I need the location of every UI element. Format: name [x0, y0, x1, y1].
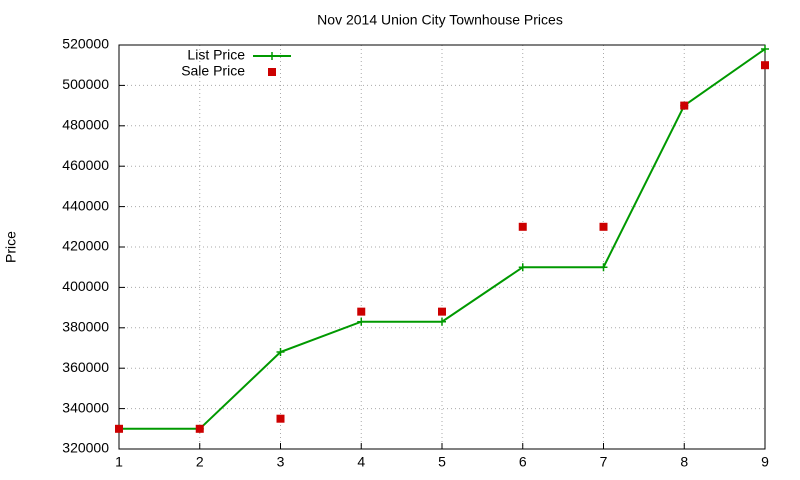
- point-marker: [276, 414, 285, 423]
- x-tick-label: 9: [761, 454, 769, 470]
- legend-label: Sale Price: [181, 63, 245, 79]
- point-marker: [276, 348, 285, 357]
- legend-swatch: [268, 52, 276, 60]
- point-marker: [680, 101, 689, 110]
- y-tick-label: 360000: [62, 359, 109, 375]
- x-tick-label: 6: [519, 454, 527, 470]
- point-marker: [518, 263, 527, 272]
- point-marker: [438, 317, 446, 326]
- y-tick-label: 400000: [62, 278, 109, 294]
- series-line: [119, 48, 766, 430]
- point-marker: [761, 45, 769, 54]
- y-tick-label: 480000: [62, 117, 109, 133]
- point-marker: [518, 222, 527, 231]
- legend-swatch: [268, 68, 276, 76]
- y-tick-label: 340000: [62, 399, 109, 415]
- point-marker: [599, 263, 608, 272]
- point-marker: [357, 307, 366, 316]
- point-marker: [115, 424, 123, 433]
- y-tick-label: 520000: [62, 36, 109, 52]
- chart-title: Nov 2014 Union City Townhouse Prices: [317, 12, 563, 28]
- x-tick-label: 2: [196, 454, 204, 470]
- y-tick-label: 460000: [62, 157, 109, 173]
- legend-label: List Price: [187, 47, 245, 63]
- x-tick-label: 8: [680, 454, 688, 470]
- y-tick-label: 500000: [62, 76, 109, 92]
- point-marker: [438, 307, 446, 316]
- y-axis-label: Price: [3, 231, 19, 263]
- x-tick-label: 4: [357, 454, 365, 470]
- y-tick-label: 380000: [62, 319, 109, 335]
- y-tick-label: 420000: [62, 238, 109, 254]
- plot-border: [118, 44, 766, 450]
- x-tick-label: 1: [115, 454, 123, 470]
- x-tick-label: 5: [438, 454, 446, 470]
- y-tick-label: 320000: [62, 440, 109, 456]
- point-marker: [357, 317, 366, 326]
- point-marker: [599, 222, 608, 231]
- x-tick-label: 7: [600, 454, 608, 470]
- x-tick-label: 3: [277, 454, 285, 470]
- point-marker: [761, 61, 769, 70]
- point-marker: [195, 424, 204, 433]
- y-tick-label: 440000: [62, 197, 109, 213]
